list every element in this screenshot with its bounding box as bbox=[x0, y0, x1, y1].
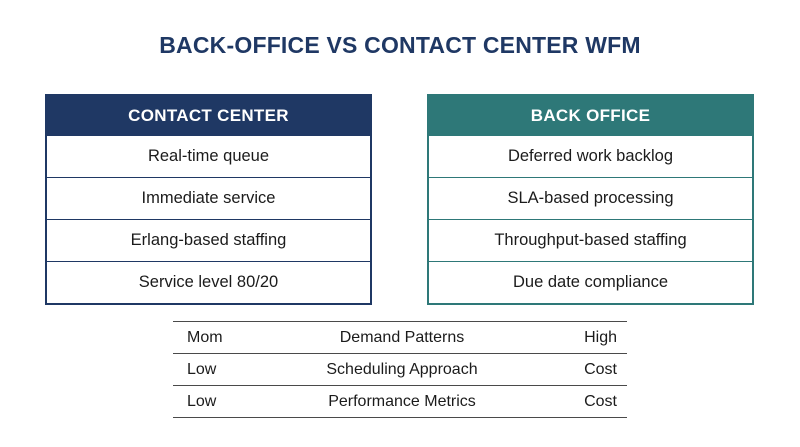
contact-center-item: Immediate service bbox=[47, 177, 370, 219]
row-right-value: Cost bbox=[527, 353, 627, 386]
row-right-value: High bbox=[527, 321, 627, 354]
contact-center-item: Erlang-based staffing bbox=[47, 219, 370, 261]
back-office-header: BACK OFFICE bbox=[429, 96, 752, 135]
contact-center-item: Real-time queue bbox=[47, 135, 370, 177]
row-left-value: Low bbox=[173, 385, 277, 418]
row-label: Demand Patterns bbox=[277, 321, 527, 354]
row-right-value: Cost bbox=[527, 385, 627, 418]
contact-center-item: Service level 80/20 bbox=[47, 261, 370, 303]
table-row: Low Performance Metrics Cost bbox=[173, 385, 627, 418]
table-row: Mom Demand Patterns High bbox=[173, 321, 627, 354]
row-label: Performance Metrics bbox=[277, 385, 527, 418]
back-office-item: Due date compliance bbox=[429, 261, 752, 303]
row-left-value: Low bbox=[173, 353, 277, 386]
back-office-item: SLA-based processing bbox=[429, 177, 752, 219]
back-office-item: Deferred work backlog bbox=[429, 135, 752, 177]
table-row: Low Scheduling Approach Cost bbox=[173, 353, 627, 386]
contact-center-header: CONTACT CENTER bbox=[47, 96, 370, 135]
row-label: Scheduling Approach bbox=[277, 353, 527, 386]
contact-center-panel: CONTACT CENTER Real-time queue Immediate… bbox=[45, 94, 372, 305]
back-office-panel: BACK OFFICE Deferred work backlog SLA-ba… bbox=[427, 94, 754, 305]
page-title: BACK-OFFICE VS CONTACT CENTER WFM bbox=[159, 32, 641, 58]
back-office-item: Throughput-based staffing bbox=[429, 219, 752, 261]
comparison-table: Mom Demand Patterns High Low Scheduling … bbox=[173, 321, 627, 418]
row-left-value: Mom bbox=[173, 321, 277, 354]
